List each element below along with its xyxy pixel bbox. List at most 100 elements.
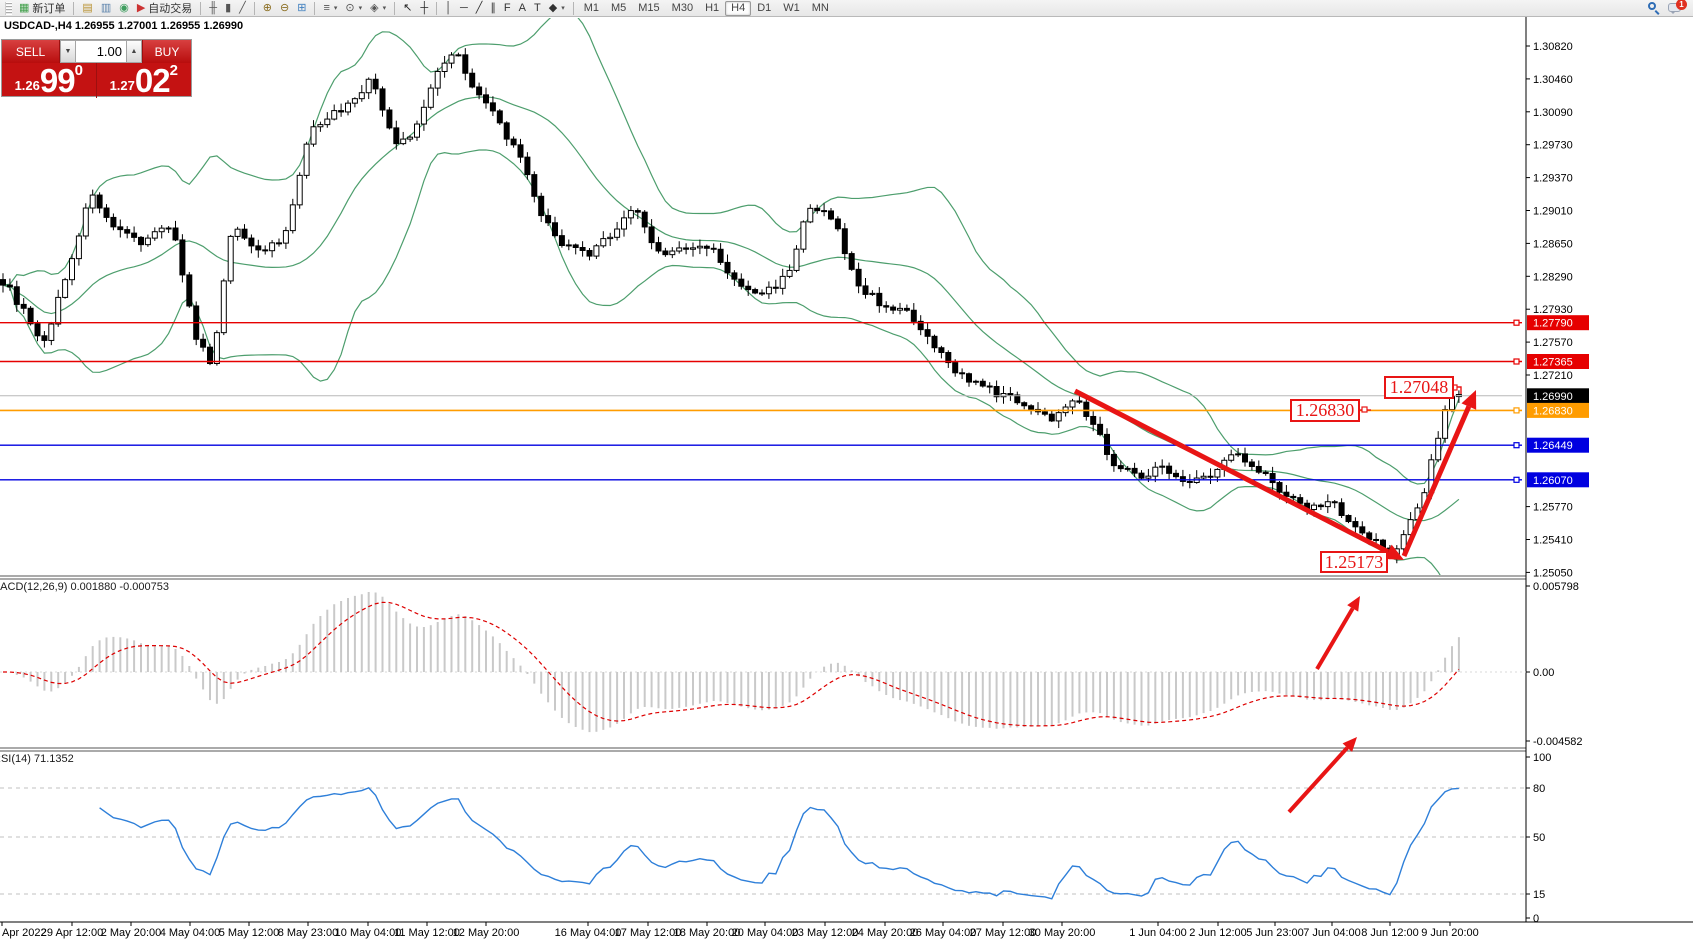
- text-icon[interactable]: A: [515, 1, 530, 16]
- notifications-icon[interactable]: 1: [1668, 0, 1687, 14]
- search-icon[interactable]: [1648, 2, 1660, 15]
- svg-text:16 May 04:00: 16 May 04:00: [555, 927, 622, 939]
- lot-increase-button[interactable]: ▲: [126, 40, 142, 63]
- level-line-1.26449[interactable]: [0, 442, 1522, 449]
- buy-price-pip: 2: [169, 62, 178, 79]
- macd-signal-line: [2, 601, 1460, 727]
- price-annotation-1.27048[interactable]: 1.27048: [1384, 376, 1454, 399]
- autotrading-button[interactable]: ▶ 自动交易: [133, 1, 196, 16]
- price-annotation-1.25173[interactable]: 1.25173: [1320, 551, 1388, 573]
- timeframe-m30[interactable]: M30: [671, 2, 694, 14]
- sell-price-quote[interactable]: 1.26 99 0: [2, 63, 97, 98]
- navigator-icon: ◉: [119, 1, 129, 14]
- level-line-1.27365[interactable]: [0, 358, 1522, 365]
- candlestick-chart-icon[interactable]: ▮: [221, 1, 235, 16]
- svg-text:80: 80: [1533, 783, 1545, 795]
- zoom-in-icon[interactable]: ⊕: [259, 1, 276, 16]
- tile-windows-icon[interactable]: ⊞: [293, 1, 310, 16]
- buy-price-main: 02: [134, 62, 171, 99]
- line-chart-icon: ╱: [239, 1, 246, 14]
- svg-text:18 May 20:00: 18 May 20:00: [674, 927, 741, 939]
- price-annotation-1.26830[interactable]: 1.26830: [1290, 399, 1360, 422]
- svg-text:1.28650: 1.28650: [1533, 238, 1573, 250]
- timeframe-d1[interactable]: D1: [757, 2, 772, 14]
- label-icon: T: [533, 1, 541, 14]
- timeframe-m5[interactable]: M5: [610, 2, 627, 14]
- new-order-button-label: 新订单: [32, 3, 66, 15]
- svg-text:1.27570: 1.27570: [1533, 337, 1573, 349]
- period-icon: ⊙: [345, 1, 355, 14]
- dropdown-caret-icon: ▾: [561, 5, 565, 12]
- svg-text:-0.004582: -0.004582: [1533, 736, 1583, 748]
- timeframe-m1[interactable]: M1: [583, 2, 599, 14]
- price-badge-1.26990: 1.26990: [1527, 388, 1589, 404]
- new-order-button[interactable]: ▦ 新订单: [15, 1, 69, 16]
- vertical-line-icon[interactable]: │: [441, 1, 456, 16]
- svg-text:50: 50: [1533, 832, 1545, 844]
- svg-text:1.27790: 1.27790: [1533, 318, 1573, 330]
- panel-frame: [0, 17, 1693, 923]
- timeframe-h1[interactable]: H1: [705, 2, 720, 14]
- svg-text:20 May 04:00: 20 May 04:00: [732, 927, 799, 939]
- toolbar-grip[interactable]: [5, 1, 12, 15]
- period-icon[interactable]: ⊙ ▾: [341, 1, 366, 16]
- cursor-icon[interactable]: ↖: [399, 1, 416, 16]
- templates-icon[interactable]: ◈ ▾: [366, 1, 390, 16]
- timeframe-h4[interactable]: H4: [725, 0, 752, 16]
- timeframe-mn[interactable]: MN: [811, 2, 829, 14]
- level-line-1.26830[interactable]: [0, 407, 1522, 414]
- svg-text:10 May 04:00: 10 May 04:00: [335, 927, 402, 939]
- toolbar: ▦ 新订单 ▤ ▥ ◉ ▶ 自动交易 ╫ ▮ ╱ ⊕ ⊖ ⊞ ≡ ▾ ⊙ ▾ ◈ ▾ ↖ ┼ │ ─ ╱ ∥ F A T ◆ ▾ M1 M5 M…: [0, 0, 1693, 17]
- buy-price-quote[interactable]: 1.27 02 2: [97, 63, 192, 98]
- svg-text:5 Jun 23:00: 5 Jun 23:00: [1246, 927, 1304, 939]
- label-icon[interactable]: T: [530, 1, 545, 16]
- indicators-icon[interactable]: ≡ ▾: [319, 1, 341, 16]
- lot-decrease-button[interactable]: ▼: [60, 40, 76, 63]
- level-line-1.27790[interactable]: [0, 319, 1522, 326]
- macd-indicator-label: MACD(12,26,9) 0.001880 -0.000753: [0, 581, 169, 593]
- bar-chart-icon[interactable]: ╫: [205, 1, 221, 16]
- symbol-info: USDCAD-,H4 1.26955 1.27001 1.26955 1.269…: [4, 20, 244, 32]
- svg-text:1.25410: 1.25410: [1533, 535, 1573, 547]
- data-window-icon[interactable]: ▥: [97, 1, 115, 16]
- downtrend-arrow[interactable]: [1073, 388, 1404, 560]
- lot-size-input[interactable]: 1.00: [76, 40, 126, 63]
- toolbar-separator: [314, 1, 316, 15]
- annotations: [1073, 384, 1477, 814]
- zoom-out-icon[interactable]: ⊖: [276, 1, 293, 16]
- data-window-icon: ▥: [100, 1, 112, 14]
- svg-text:23 May 12:00: 23 May 12:00: [792, 927, 859, 939]
- channel-icon: ∥: [490, 1, 496, 14]
- crosshair-icon[interactable]: ┼: [416, 1, 432, 16]
- trendline-icon[interactable]: ╱: [472, 1, 487, 16]
- zoom-in-icon: ⊕: [262, 1, 272, 14]
- candlestick-series: [0, 48, 1462, 564]
- autotrading-button: ▶: [136, 1, 146, 14]
- fibonacci-icon[interactable]: F: [500, 1, 515, 16]
- arrows-icon[interactable]: ◆ ▾: [545, 1, 569, 16]
- timeframe-m15[interactable]: M15: [638, 2, 660, 14]
- buy-button[interactable]: BUY: [142, 40, 191, 63]
- new-order-button: ▦: [19, 1, 30, 14]
- navigator-icon[interactable]: ◉: [115, 1, 133, 16]
- horizontal-line-icon[interactable]: ─: [456, 1, 472, 16]
- svg-text:12 May 20:00: 12 May 20:00: [453, 927, 520, 939]
- uptrend-arrow[interactable]: [1401, 390, 1477, 557]
- macd-up-arrow[interactable]: [1315, 596, 1360, 671]
- rsi-up-arrow[interactable]: [1287, 737, 1357, 814]
- svg-text:1.29010: 1.29010: [1533, 206, 1573, 218]
- market-watch-icon[interactable]: ▤: [78, 1, 96, 16]
- channel-icon[interactable]: ∥: [486, 1, 500, 16]
- svg-text:29 Apr 12:00: 29 Apr 12:00: [41, 927, 103, 939]
- svg-text:2 May 20:00: 2 May 20:00: [101, 927, 162, 939]
- line-chart-icon[interactable]: ╱: [235, 1, 250, 16]
- svg-text:1.26449: 1.26449: [1533, 440, 1573, 452]
- level-line-1.26070[interactable]: [0, 476, 1522, 483]
- sell-button[interactable]: SELL: [2, 40, 60, 63]
- svg-text:0.005798: 0.005798: [1533, 581, 1579, 593]
- toolbar-separator: [394, 1, 396, 15]
- toolbar-right: 1: [1648, 0, 1693, 15]
- timeframe-w1[interactable]: W1: [783, 2, 800, 14]
